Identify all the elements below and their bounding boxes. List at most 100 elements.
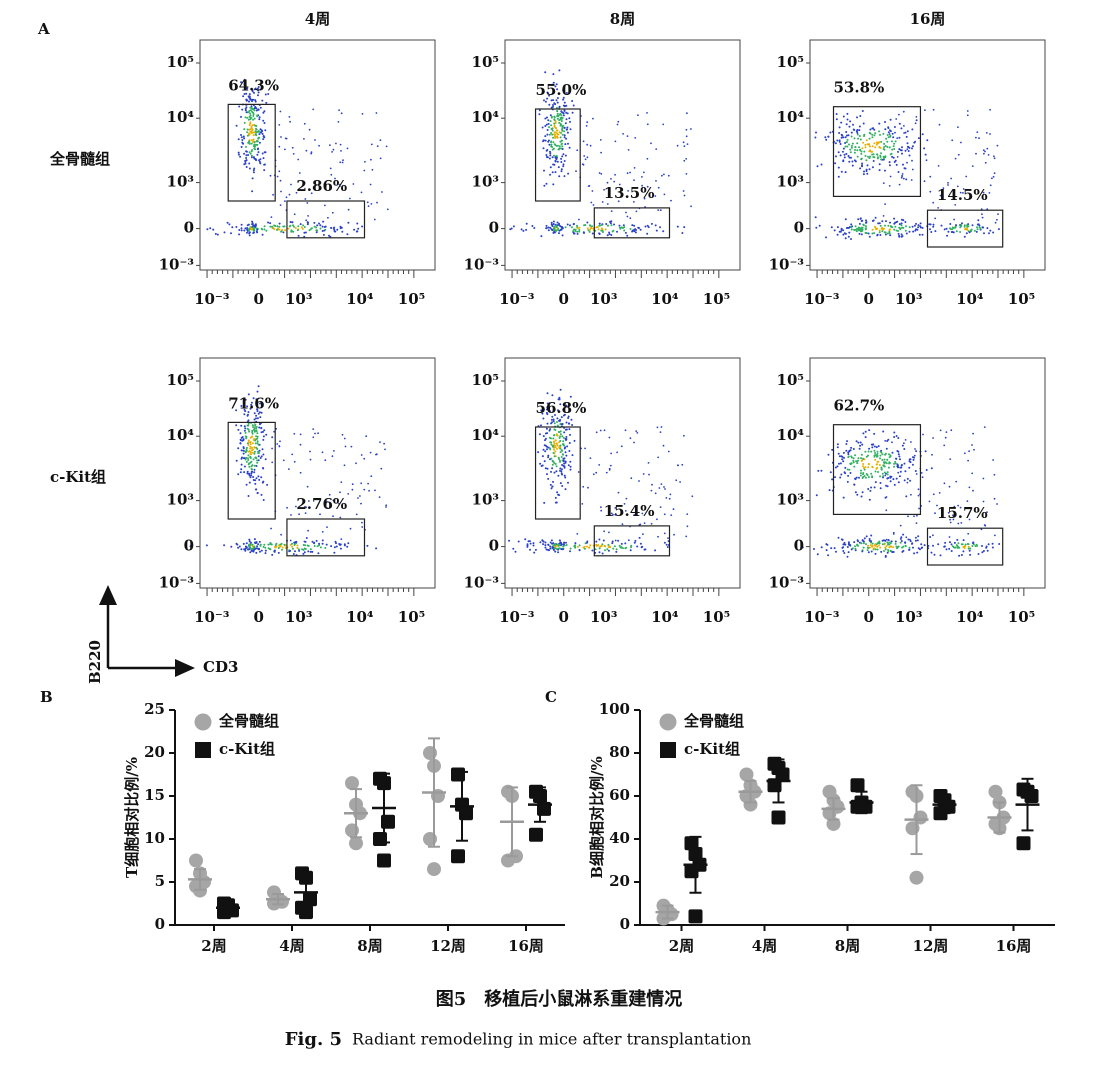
event-dot [849, 544, 852, 547]
event-dot [555, 547, 558, 550]
event-dot [255, 398, 258, 401]
event-dot [512, 225, 515, 228]
event-dot [874, 470, 877, 473]
event-dot [860, 152, 863, 155]
event-dot [842, 229, 845, 232]
event-dot [574, 544, 577, 547]
event-dot [655, 180, 657, 182]
x-tick-label: 4周 [752, 937, 777, 955]
event-dot [278, 145, 281, 148]
event-dot [562, 104, 565, 107]
event-dot [850, 144, 853, 147]
event-dot [982, 191, 985, 194]
event-dot [837, 175, 840, 178]
event-dot [565, 438, 568, 441]
event-dot [346, 147, 349, 150]
event-dot [542, 540, 545, 543]
event-dot [566, 223, 569, 226]
event-dot [256, 390, 259, 393]
event-dot [554, 122, 557, 124]
event-dot [859, 167, 862, 170]
event-dot [868, 143, 870, 146]
event-dot [244, 109, 247, 112]
event-dot [871, 232, 874, 235]
event-dot [842, 233, 845, 236]
x-tick-label: 10⁵ [398, 290, 425, 308]
event-dot [243, 425, 246, 428]
y-tick-label: 20 [144, 743, 165, 761]
event-dot [590, 201, 593, 204]
event-dot [983, 232, 985, 235]
event-dot [556, 88, 559, 91]
event-dot [254, 479, 257, 482]
event-dot [631, 230, 634, 233]
event-dot [902, 533, 905, 536]
event-dot [844, 472, 847, 475]
event-dot [638, 536, 641, 539]
event-dot [293, 213, 296, 216]
event-dot [550, 487, 553, 490]
event-dot [305, 506, 308, 509]
event-dot [549, 428, 552, 431]
event-dot [235, 124, 238, 127]
event-dot [868, 137, 871, 140]
event-dot [552, 542, 555, 545]
gate-percent: 15.7% [937, 504, 988, 522]
event-dot [251, 223, 254, 226]
event-dot [851, 142, 854, 145]
event-dot [926, 139, 929, 142]
event-dot [982, 477, 985, 480]
event-dot [964, 545, 967, 548]
event-dot [249, 445, 252, 448]
event-dot [844, 218, 847, 221]
event-dot [548, 103, 551, 106]
event-dot [253, 538, 256, 541]
event-dot [257, 459, 260, 462]
event-dot [276, 443, 279, 445]
legend-label: 全骨髓组 [218, 712, 279, 730]
event-dot [546, 156, 549, 159]
event-dot [851, 160, 854, 163]
event-dot [351, 483, 354, 486]
event-dot [247, 111, 250, 114]
x-tick-label: 0 [254, 608, 264, 626]
x-tick-label: 10⁵ [703, 290, 730, 308]
event-dot [989, 108, 991, 111]
event-dot [245, 460, 248, 463]
event-dot [541, 126, 544, 129]
event-dot [886, 232, 889, 235]
event-dot [905, 232, 908, 235]
event-dot [562, 98, 565, 101]
event-dot [944, 541, 947, 544]
event-dot [641, 184, 643, 187]
event-dot [297, 548, 300, 551]
event-dot [243, 78, 246, 81]
event-dot [340, 481, 343, 483]
event-dot [318, 542, 321, 545]
event-dot [278, 124, 281, 126]
event-dot [834, 142, 837, 145]
event-dot [932, 108, 935, 111]
event-dot [574, 542, 577, 545]
event-dot [301, 548, 304, 551]
event-dot [384, 448, 386, 451]
event-dot [303, 551, 306, 554]
event-dot [982, 500, 985, 503]
event-dot [312, 108, 315, 111]
event-dot [900, 127, 903, 130]
event-dot [954, 226, 957, 229]
event-dot [319, 224, 322, 227]
event-dot [246, 470, 249, 473]
event-dot [547, 454, 550, 457]
event-dot [585, 545, 588, 548]
event-dot [843, 541, 846, 544]
event-dot [347, 542, 350, 545]
event-dot [340, 112, 343, 115]
event-dot [562, 153, 565, 156]
legend-label: 全骨髓组 [683, 712, 744, 730]
event-dot [247, 441, 250, 444]
event-dot [895, 163, 898, 166]
event-dot [572, 104, 575, 107]
event-dot [977, 553, 980, 555]
event-dot [299, 471, 302, 474]
